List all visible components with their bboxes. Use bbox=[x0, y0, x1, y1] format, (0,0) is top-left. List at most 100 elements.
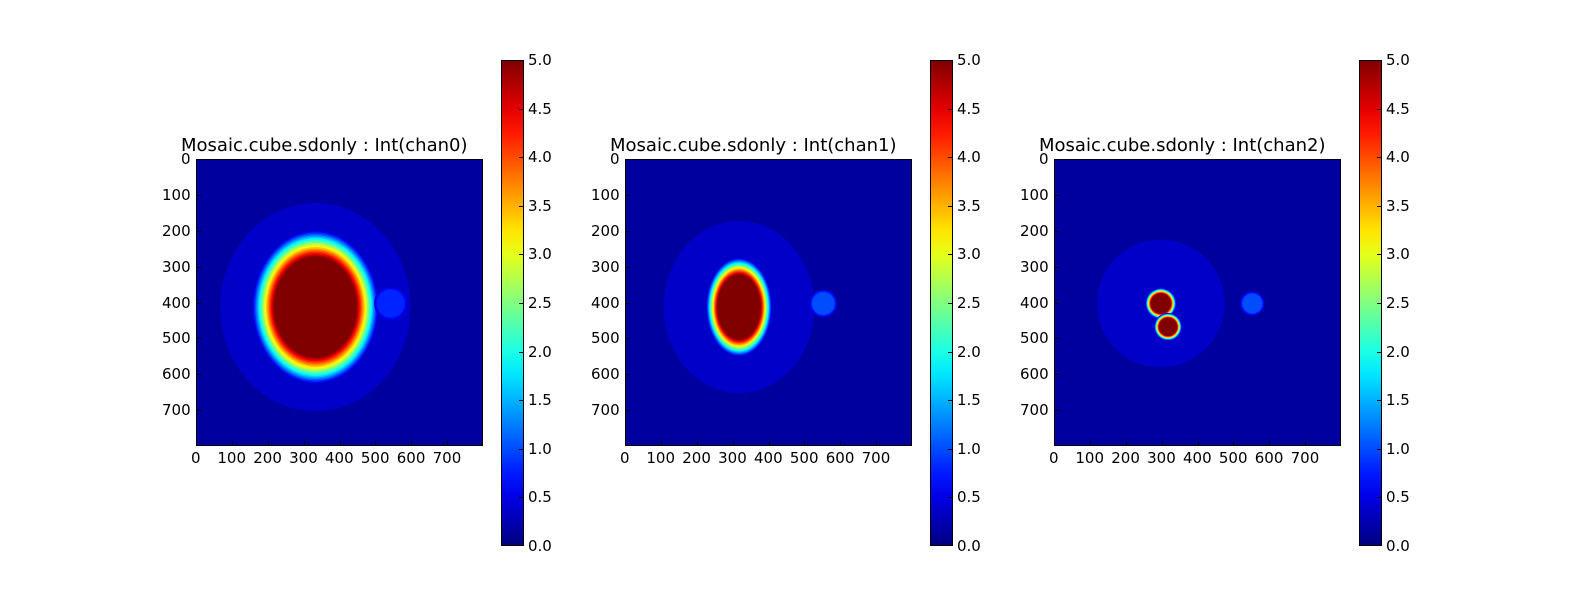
x-tick-mark bbox=[1089, 441, 1091, 446]
intensity-contour bbox=[1251, 302, 1254, 305]
colorbar-tick-label: 3.0 bbox=[957, 245, 981, 264]
y-tick-mark bbox=[1054, 338, 1059, 340]
colorbar-tick-mark bbox=[948, 205, 953, 207]
colorbar-tick-label: 4.5 bbox=[528, 99, 552, 118]
x-tick-label: 600 bbox=[825, 449, 855, 467]
y-tick-label: 200 bbox=[1020, 221, 1049, 240]
y-tick-mark bbox=[196, 194, 201, 196]
heatmap-canvas bbox=[197, 160, 482, 445]
saturated-core-0 bbox=[705, 257, 773, 358]
x-tick-mark bbox=[447, 441, 449, 446]
colorbar-tick-label: 0.5 bbox=[1386, 488, 1410, 507]
y-tick-label: 400 bbox=[162, 293, 191, 312]
y-tick-label: 100 bbox=[1020, 185, 1049, 204]
y-tick-label: 200 bbox=[591, 221, 620, 240]
colorbar-tick-mark bbox=[1377, 448, 1382, 450]
intensity-contour bbox=[1152, 295, 1170, 312]
colorbar-tick-mark bbox=[519, 400, 524, 402]
x-tick-label: 500 bbox=[1218, 449, 1248, 467]
colorbar-tick-label: 2.0 bbox=[528, 342, 552, 361]
colorbar-tick-mark bbox=[519, 303, 524, 304]
y-tick-label: 300 bbox=[591, 257, 620, 276]
colorbar-tick-label: 2.5 bbox=[957, 294, 981, 312]
y-tick-mark bbox=[196, 230, 201, 232]
colorbar-tick-label: 5.0 bbox=[957, 51, 981, 69]
y-tick-mark bbox=[625, 302, 630, 304]
colorbar-tick-mark bbox=[948, 351, 953, 353]
x-tick-label: 200 bbox=[1111, 449, 1140, 467]
x-tick-label: 0 bbox=[1049, 449, 1059, 467]
x-tick-label: 300 bbox=[1147, 449, 1176, 467]
x-tick-label: 400 bbox=[1183, 449, 1212, 467]
colorbar-tick-label: 5.0 bbox=[1386, 51, 1410, 69]
colorbar-tick-label: 1.0 bbox=[1386, 439, 1410, 458]
x-tick-label: 100 bbox=[1075, 449, 1105, 467]
colorbar-tick-mark bbox=[1377, 254, 1382, 256]
x-tick-mark bbox=[1054, 441, 1055, 446]
x-tick-label: 600 bbox=[1254, 449, 1284, 467]
x-tick-label: 700 bbox=[1290, 449, 1320, 467]
intensity-contour bbox=[281, 265, 350, 349]
saturated-core-0 bbox=[251, 229, 380, 385]
x-tick-mark bbox=[876, 441, 878, 446]
x-tick-label: 100 bbox=[646, 449, 676, 467]
colorbar-tick-label: 0.5 bbox=[528, 488, 552, 507]
colorbar-tick-label: 1.0 bbox=[528, 439, 552, 458]
x-tick-mark bbox=[1125, 441, 1127, 446]
colorbar-tick-mark bbox=[1377, 303, 1382, 304]
y-tick-label: 600 bbox=[162, 365, 191, 384]
y-tick-mark bbox=[196, 159, 201, 160]
colorbar-tick-mark bbox=[1377, 497, 1382, 499]
colorbar-tick-label: 3.5 bbox=[1386, 196, 1410, 215]
y-tick-label: 100 bbox=[162, 185, 191, 204]
colorbar-tick-mark bbox=[519, 545, 524, 546]
x-tick-label: 500 bbox=[360, 449, 390, 467]
y-tick-label: 100 bbox=[591, 185, 620, 204]
colorbar-tick-label: 4.5 bbox=[957, 99, 981, 118]
colorbar-tick-mark bbox=[948, 157, 953, 159]
compact-source-0 bbox=[1145, 287, 1177, 320]
y-tick-label: 500 bbox=[591, 329, 620, 348]
x-tick-mark bbox=[339, 441, 341, 446]
colorbar-tick-label: 2.5 bbox=[1386, 294, 1410, 312]
colorbar-tick-mark bbox=[948, 545, 953, 546]
colorbar-tick-label: 5.0 bbox=[528, 51, 552, 69]
y-tick-mark bbox=[1054, 302, 1059, 304]
x-tick-label: 500 bbox=[789, 449, 819, 467]
colorbar-tick-mark bbox=[519, 351, 524, 353]
colorbar-tick-mark bbox=[948, 400, 953, 402]
y-tick-mark bbox=[196, 302, 201, 304]
y-tick-label: 0 bbox=[610, 150, 620, 168]
colorbar-tick-mark bbox=[948, 254, 953, 256]
y-tick-mark bbox=[1054, 159, 1059, 160]
x-tick-label: 700 bbox=[861, 449, 891, 467]
colorbar-tick-mark bbox=[519, 108, 524, 110]
y-tick-label: 300 bbox=[1020, 257, 1049, 276]
y-tick-mark bbox=[196, 338, 201, 340]
x-tick-label: 200 bbox=[253, 449, 282, 467]
x-tick-label: 300 bbox=[289, 449, 318, 467]
x-tick-mark bbox=[303, 441, 305, 446]
colorbar-tick-mark bbox=[948, 108, 953, 110]
x-tick-mark bbox=[732, 441, 734, 446]
colorbar-tick-mark bbox=[1377, 108, 1382, 110]
colorbar-tick-label: 0.0 bbox=[957, 537, 981, 555]
colorbar-tick-mark bbox=[1377, 351, 1382, 353]
x-tick-mark bbox=[625, 441, 626, 446]
intensity-contour bbox=[721, 280, 757, 334]
intensity-contour bbox=[1160, 319, 1176, 335]
y-tick-label: 700 bbox=[162, 401, 191, 420]
y-tick-mark bbox=[1054, 374, 1059, 376]
y-tick-label: 0 bbox=[181, 150, 191, 168]
colorbar-tick-label: 0.0 bbox=[528, 537, 552, 555]
y-tick-label: 200 bbox=[162, 221, 191, 240]
x-tick-mark bbox=[267, 441, 269, 446]
x-tick-mark bbox=[660, 441, 662, 446]
heatmap-image-area bbox=[196, 159, 483, 446]
heatmap-canvas bbox=[626, 160, 911, 445]
x-tick-mark bbox=[1269, 441, 1271, 446]
colorbar-tick-mark bbox=[519, 497, 524, 499]
chart-title: Mosaic.cube.sdonly : Int(chan0) bbox=[181, 135, 468, 156]
colorbar-tick-mark bbox=[948, 497, 953, 499]
x-tick-label: 0 bbox=[620, 449, 630, 467]
